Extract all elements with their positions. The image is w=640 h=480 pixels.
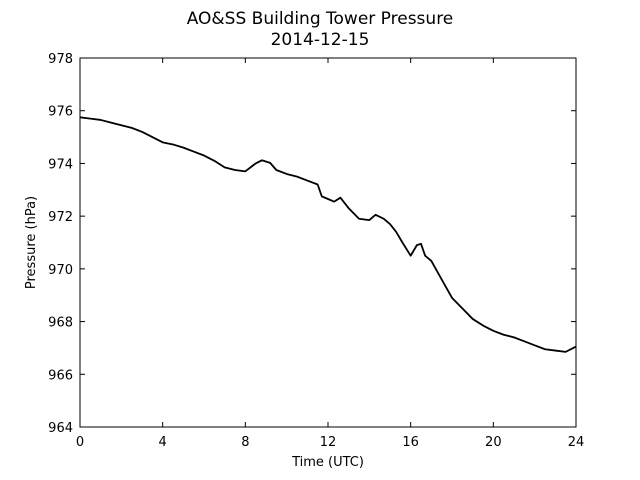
x-tick-label-24: 24 bbox=[568, 435, 585, 450]
x-tick-label-16: 16 bbox=[402, 435, 419, 450]
y-tick-label-968: 968 bbox=[48, 316, 73, 331]
y-tick-label-970: 970 bbox=[48, 263, 73, 278]
y-tick-label-966: 966 bbox=[48, 368, 73, 383]
pressure-series-line bbox=[79, 116, 577, 353]
chart-subtitle: 2014-12-15 bbox=[271, 30, 370, 50]
x-tick-label-20: 20 bbox=[485, 435, 502, 450]
x-tick-label-4: 4 bbox=[159, 435, 167, 450]
y-axis-label: Pressure (hPa) bbox=[24, 196, 39, 289]
x-axis-label: Time (UTC) bbox=[291, 455, 364, 470]
x-tick-label-12: 12 bbox=[320, 435, 337, 450]
chart-title: AO&SS Building Tower Pressure bbox=[187, 9, 454, 29]
plot-area bbox=[79, 57, 577, 428]
y-tick-label-972: 972 bbox=[48, 210, 73, 225]
y-tick-label-976: 976 bbox=[48, 105, 73, 120]
y-tick-label-978: 978 bbox=[48, 52, 73, 67]
x-tick-label-8: 8 bbox=[241, 435, 249, 450]
y-tick-label-964: 964 bbox=[48, 421, 73, 436]
y-tick-label-974: 974 bbox=[48, 157, 73, 172]
x-tick-label-0: 0 bbox=[76, 435, 84, 450]
